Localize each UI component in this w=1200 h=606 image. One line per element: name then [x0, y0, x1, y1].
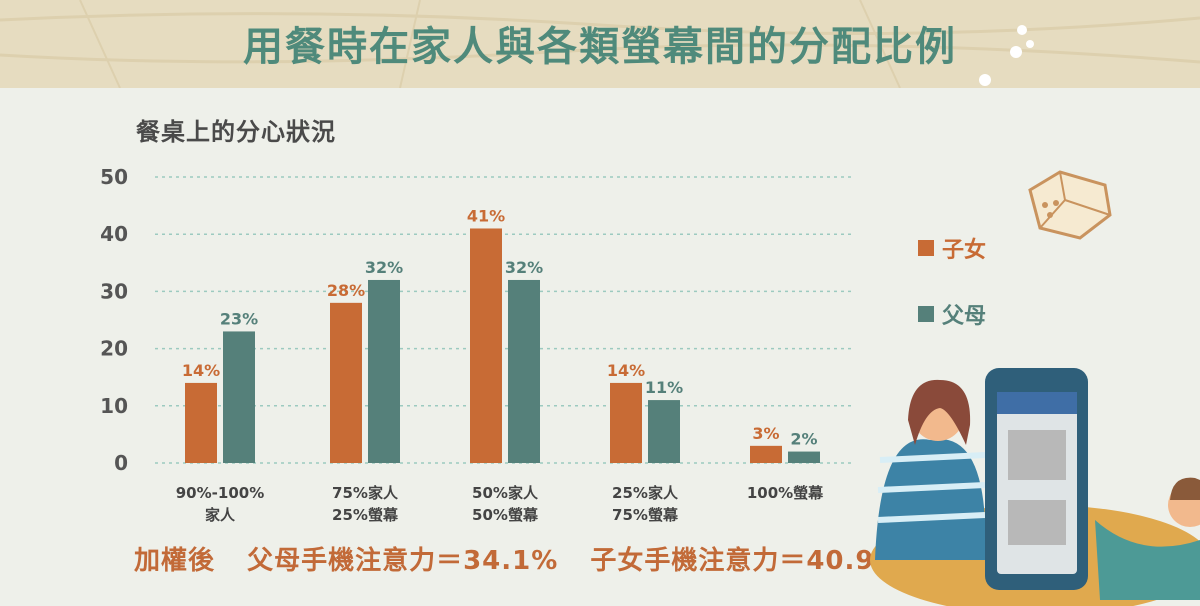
- legend-label-parents: 父母: [942, 304, 987, 329]
- chart-subtitle: 餐桌上的分心狀況: [136, 118, 336, 146]
- y-tick-label: 20: [100, 337, 128, 361]
- data-label-children: 14%: [182, 361, 220, 380]
- y-tick-label: 50: [100, 165, 128, 189]
- bar-parents: [223, 331, 255, 463]
- x-tick-label: 50%家人: [472, 484, 539, 502]
- bar-children: [330, 302, 362, 463]
- weighted-summary: 加權後 父母手機注意力＝34.1% 子女手機注意力＝40.9%: [134, 540, 924, 577]
- legend-swatch-parents: [918, 306, 934, 322]
- legend-item-children: 子女: [918, 232, 986, 264]
- data-label-parents: 11%: [645, 378, 683, 397]
- x-tick-label: 家人: [205, 506, 236, 524]
- bar-parents: [508, 279, 540, 463]
- x-tick-label: 25%家人: [612, 484, 679, 502]
- x-tick-label: 90%-100%: [176, 484, 264, 502]
- header-banner: [0, 0, 1200, 88]
- data-label-children: 28%: [327, 281, 365, 300]
- y-tick-label: 40: [100, 222, 128, 246]
- legend-label-children: 子女: [942, 238, 987, 263]
- y-tick-label: 10: [100, 394, 128, 418]
- bar-children: [185, 382, 217, 463]
- data-label-parents: 32%: [505, 258, 543, 277]
- bar-children: [470, 228, 502, 463]
- y-tick-label: 30: [100, 279, 128, 303]
- x-tick-label: 100%螢幕: [747, 484, 824, 502]
- bar-parents: [648, 400, 680, 463]
- summary-prefix: 加權後: [134, 546, 216, 576]
- x-tick-label: 50%螢幕: [472, 506, 539, 524]
- data-label-children: 41%: [467, 206, 505, 225]
- data-label-children: 3%: [752, 424, 779, 443]
- data-label-parents: 2%: [790, 430, 817, 449]
- bar-parents: [368, 279, 400, 463]
- summary-children: 子女手機注意力＝40.9%: [590, 546, 902, 576]
- data-label-children: 14%: [607, 361, 645, 380]
- data-label-parents: 23%: [220, 309, 258, 328]
- wood-texture: [0, 0, 1200, 88]
- data-label-parents: 32%: [365, 258, 403, 277]
- legend-swatch-children: [918, 240, 934, 256]
- y-tick-label: 0: [114, 451, 128, 475]
- x-tick-label: 25%螢幕: [332, 506, 399, 524]
- bar-parents: [788, 451, 820, 463]
- bar-children: [610, 382, 642, 463]
- summary-parents: 父母手機注意力＝34.1%: [247, 546, 559, 576]
- x-tick-label: 75%螢幕: [612, 506, 679, 524]
- legend-item-parents: 父母: [918, 298, 986, 330]
- x-tick-label: 75%家人: [332, 484, 399, 502]
- page-title: 用餐時在家人與各類螢幕間的分配比例: [243, 24, 957, 70]
- bar-children: [750, 445, 782, 463]
